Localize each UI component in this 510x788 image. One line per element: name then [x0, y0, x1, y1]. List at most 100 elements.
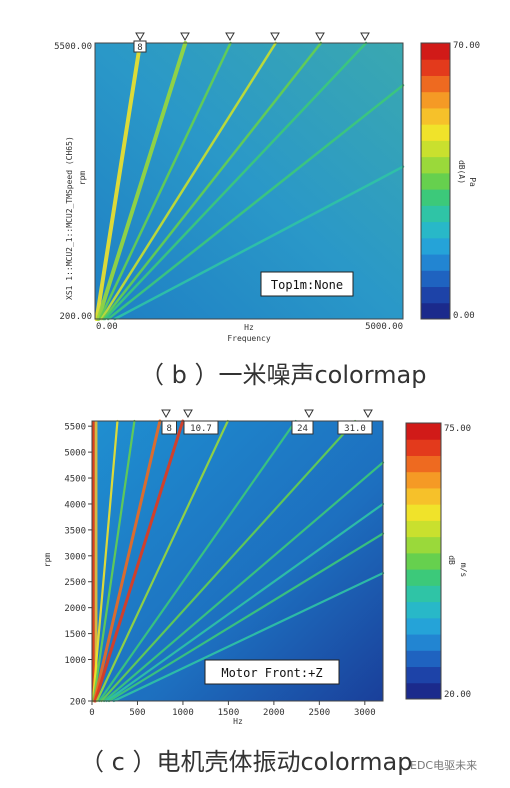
order-line — [100, 41, 277, 321]
order-marker-box — [337, 420, 373, 435]
colorbar-swatch — [406, 471, 441, 489]
colorbar-c — [405, 422, 442, 700]
order-line — [96, 41, 188, 321]
x-tick-label: 1000 — [172, 708, 194, 718]
order-line — [91, 419, 119, 703]
order-marker-box — [161, 420, 177, 435]
colorbar-swatch — [421, 75, 450, 93]
colorbar-swatch — [421, 286, 450, 304]
colorbar-swatch — [406, 666, 441, 684]
order-marker-box — [133, 40, 147, 53]
colorbar-swatch — [406, 617, 441, 635]
x-tick-label: 2000 — [263, 708, 285, 718]
low-frequency-band — [92, 421, 95, 701]
order-line — [113, 165, 405, 321]
colorbar-swatch — [421, 124, 450, 141]
colorbar-swatch — [406, 552, 441, 570]
colorbar-swatch — [406, 634, 441, 651]
order-marker-triangle — [315, 32, 325, 42]
order-line — [112, 571, 385, 703]
order-marker-triangle — [304, 409, 314, 419]
y-tick-label: 3500 — [64, 526, 86, 536]
order-marker-box — [291, 420, 314, 435]
colorbar-swatch — [406, 601, 441, 619]
caption-b: （ b ）一米噪声colormap — [140, 361, 427, 389]
order-marker-label: 31.0 — [344, 424, 366, 434]
order-line — [105, 502, 385, 703]
order-marker-triangle — [363, 409, 373, 419]
order-line — [92, 419, 162, 703]
order-marker-triangle — [135, 32, 145, 42]
y-tick-label: 5000 — [64, 449, 86, 459]
order-marker-label: 24 — [297, 424, 308, 434]
order-marker-label: 10.7 — [190, 424, 212, 434]
order-marker-triangle — [183, 409, 193, 419]
order-line — [93, 419, 185, 703]
colorbar-swatch — [406, 504, 441, 521]
colorbar-swatch — [421, 91, 450, 109]
vibration-colormap-panel: 2001000150020002500300035004000450050005… — [43, 409, 471, 726]
colorbar-swatch — [421, 140, 450, 158]
order-marker-triangle — [180, 32, 190, 42]
colorbar-swatch — [421, 221, 450, 239]
colorbar-swatch — [421, 59, 450, 76]
x-tick-left: 0.00 — [96, 322, 118, 332]
y-unit-label-c: rpm — [43, 553, 52, 568]
y-tick-label: 5500 — [64, 423, 86, 433]
annotation-text-b: Top1m:None — [271, 278, 343, 292]
watermark: EDC电驱未来 — [410, 759, 478, 772]
colorbar-swatch — [421, 189, 450, 206]
colorbar-swatch — [406, 585, 441, 603]
order-line — [98, 41, 232, 321]
colorbar-min-b: 0.00 — [453, 311, 475, 321]
colorbar-unit2-b: Pa — [468, 177, 477, 187]
colorbar-swatch — [406, 487, 441, 505]
colorbar-swatch — [421, 254, 450, 271]
caption-c: （ c ）电机壳体振动colormap — [80, 748, 413, 776]
y-tick-label: 4000 — [64, 500, 86, 510]
order-line — [95, 419, 229, 703]
colorbar-swatch — [421, 205, 450, 223]
x-axis-label: Frequency — [227, 334, 271, 343]
x-tick-label: 0 — [89, 708, 94, 718]
x-tick-label: 2500 — [309, 708, 331, 718]
x-unit-label-c: Hz — [233, 717, 243, 726]
colorbar-swatch — [421, 107, 450, 125]
colorbar-swatch — [406, 520, 441, 538]
colorbar-swatch — [406, 650, 441, 668]
order-line — [107, 532, 385, 703]
low-frequency-band-edge — [94, 421, 98, 701]
order-line — [103, 461, 385, 703]
order-marker-triangle — [360, 32, 370, 42]
y-tick-bottom: 200.00 — [59, 312, 92, 322]
order-marker-triangle — [161, 409, 171, 419]
order-line — [92, 419, 136, 703]
order-lines-c — [91, 419, 385, 703]
x-tick-label: 500 — [129, 708, 145, 718]
order-marker-triangle — [225, 32, 235, 42]
colorbar-swatch — [421, 43, 450, 60]
y-tick-label: 4500 — [64, 475, 86, 485]
order-marker-triangle — [270, 32, 280, 42]
colorbar-min-c: 20.00 — [444, 690, 471, 700]
noise-colormap-panel: 5500.00 200.00 0.00 5000.00 Hz Frequency… — [54, 32, 480, 343]
y-tick-label: 2000 — [64, 604, 86, 614]
order-marker-label: 8 — [167, 424, 172, 434]
order-line — [106, 84, 405, 321]
annotation-box-b: Top1m:None — [260, 271, 354, 297]
y-unit-label: rpm — [78, 171, 87, 186]
annotation-text-c: Motor Front:+Z — [221, 666, 322, 680]
colorbar-swatch — [406, 455, 441, 473]
y-tick-label: 1500 — [64, 630, 86, 640]
order-line — [94, 41, 143, 321]
colorbar-swatch — [421, 156, 450, 174]
order-lines-b — [94, 41, 405, 321]
colorbar-swatch — [406, 682, 441, 700]
y-tick-label: 1000 — [64, 656, 86, 666]
colorbar-swatch — [421, 172, 450, 190]
order-marker-label: 8 — [137, 43, 142, 53]
colorbar-max-c: 75.00 — [444, 424, 471, 434]
colorbar-b — [420, 42, 451, 320]
y-tick-label: 3000 — [64, 552, 86, 562]
ticks-c: 2001000150020002500300035004000450050005… — [64, 423, 375, 718]
